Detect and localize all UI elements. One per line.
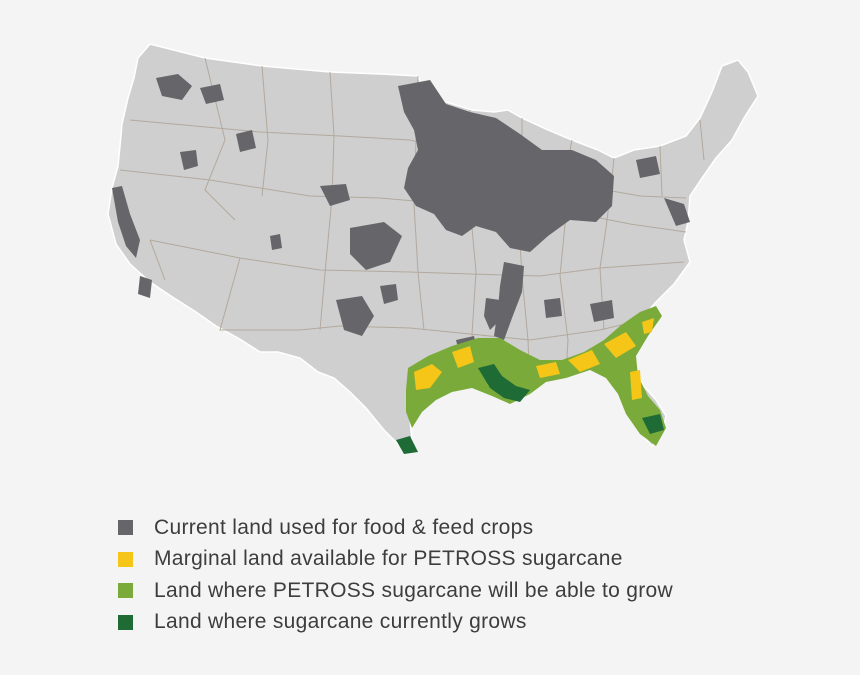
legend-swatch-current [118,614,133,630]
petross-grow-regions [406,306,666,446]
legend-item-crops: Current land used for food & feed crops [118,512,673,544]
crops-regions [112,74,690,356]
legend-item-marginal: Marginal land available for PETROSS suga… [118,544,673,576]
legend-label-crops: Current land used for food & feed crops [154,515,534,539]
legend-label-marginal: Marginal land available for PETROSS suga… [154,547,623,571]
us-land-use-map [107,43,759,454]
legend-swatch-crops [118,520,133,536]
legend-swatch-grow [118,583,133,599]
current-sugarcane-regions [396,364,664,454]
legend-item-grow: Land where PETROSS sugarcane will be abl… [118,575,673,607]
legend-label-current: Land where sugarcane currently grows [154,610,527,634]
map-legend: Current land used for food & feed crops … [118,512,673,638]
legend-item-current: Land where sugarcane currently grows [118,607,673,639]
legend-swatch-marginal [118,551,133,567]
legend-label-grow: Land where PETROSS sugarcane will be abl… [154,578,673,602]
